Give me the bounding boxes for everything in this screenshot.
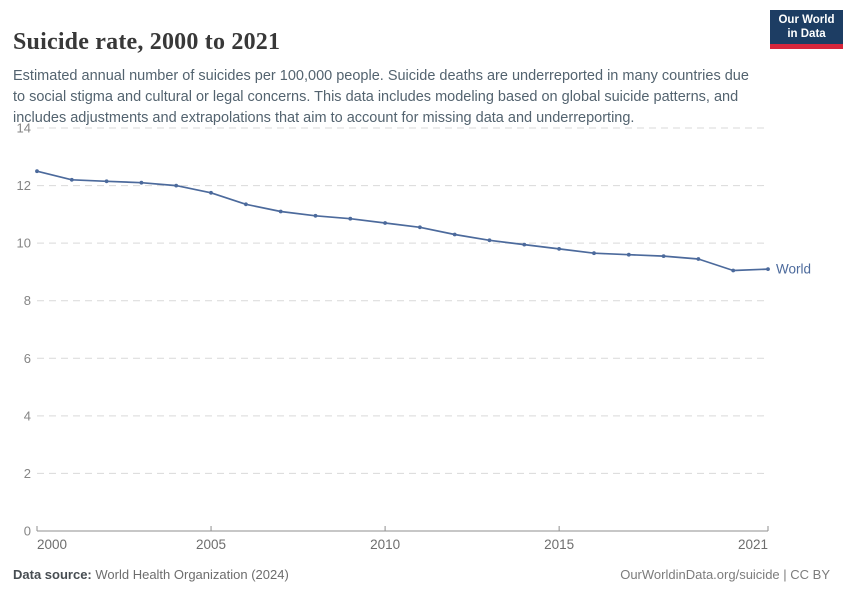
chart-subtitle: Estimated annual number of suicides per …: [13, 67, 749, 126]
y-axis-tick-label: 0: [24, 524, 31, 539]
series-end-label[interactable]: World: [776, 262, 811, 277]
data-source: Data source: World Health Organization (…: [13, 567, 289, 582]
data-point[interactable]: [244, 202, 248, 207]
x-axis-tick-label: 2010: [370, 537, 400, 552]
data-point[interactable]: [174, 183, 179, 188]
y-axis-tick-label: 4: [24, 408, 31, 423]
y-axis-tick-label: 8: [24, 293, 31, 308]
x-axis-tick-label: 2015: [544, 537, 574, 552]
data-point[interactable]: [522, 242, 527, 247]
data-point[interactable]: [313, 213, 318, 218]
owid-logo-line1: Our World: [778, 14, 835, 26]
data-point[interactable]: [696, 257, 701, 261]
x-axis-tick-label: 2000: [37, 537, 67, 552]
data-point[interactable]: [35, 169, 39, 174]
y-axis-tick-label: 14: [17, 121, 31, 136]
data-point[interactable]: [348, 216, 353, 221]
y-axis-tick-label: 10: [17, 236, 31, 251]
data-point[interactable]: [209, 190, 213, 195]
data-point[interactable]: [661, 254, 666, 258]
data-point[interactable]: [592, 251, 596, 256]
data-point[interactable]: [418, 225, 422, 230]
data-point[interactable]: [487, 238, 492, 243]
y-axis-tick-label: 6: [24, 351, 31, 366]
credit-link[interactable]: OurWorldinData.org/suicide | CC BY: [620, 567, 830, 582]
chart-title: Suicide rate, 2000 to 2021: [13, 29, 281, 56]
data-point[interactable]: [452, 232, 457, 237]
data-point[interactable]: [557, 247, 561, 251]
data-point[interactable]: [626, 252, 631, 257]
x-axis-tick-label: 2021: [738, 537, 768, 552]
data-point[interactable]: [139, 180, 144, 185]
data-point[interactable]: [104, 179, 109, 184]
data-point[interactable]: [766, 267, 770, 271]
data-source-value: World Health Organization (2024): [95, 567, 289, 582]
owid-logo[interactable]: Our World in Data: [770, 10, 843, 49]
data-point[interactable]: [278, 209, 283, 214]
owid-logo-line2: in Data: [787, 27, 826, 40]
data-point[interactable]: [69, 177, 74, 182]
series-line[interactable]: [36, 170, 769, 272]
data-point[interactable]: [731, 268, 736, 273]
y-axis-tick-label: 12: [17, 178, 31, 193]
data-source-label: Data source:: [13, 567, 92, 582]
data-point[interactable]: [383, 221, 387, 225]
y-axis-tick-label: 2: [24, 466, 31, 481]
x-axis-tick-label: 2005: [196, 537, 226, 552]
